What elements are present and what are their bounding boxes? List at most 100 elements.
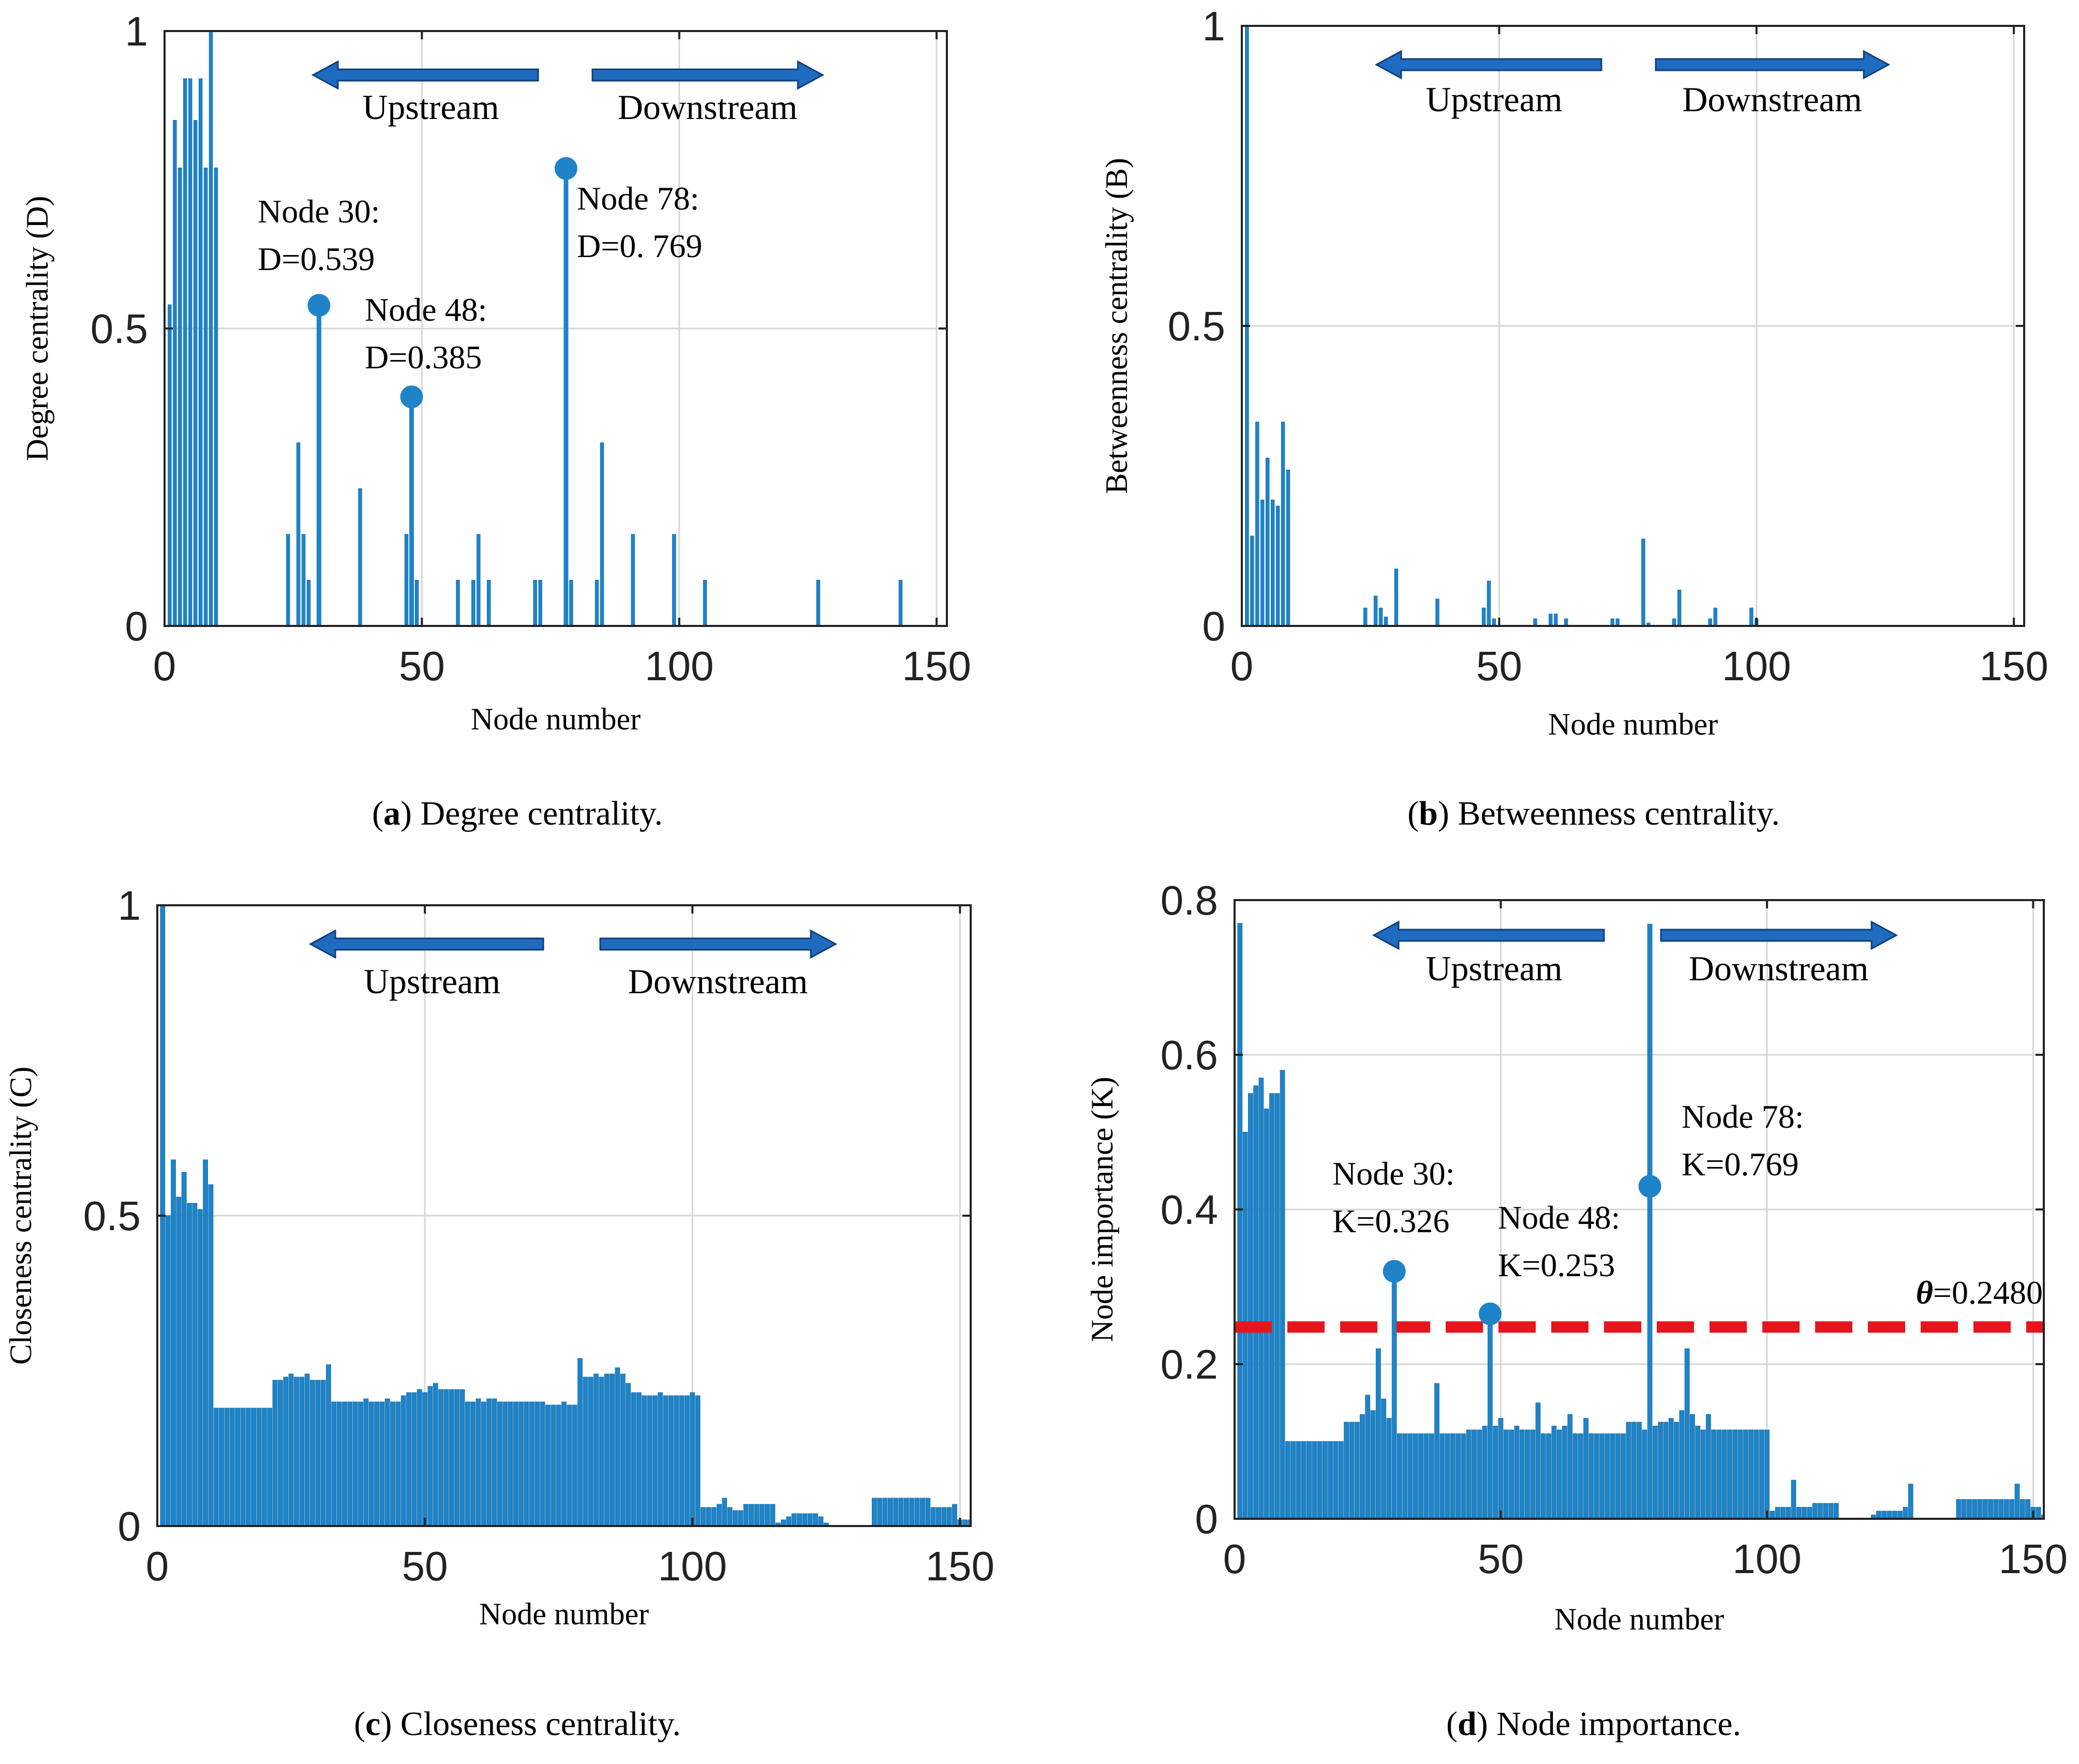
bar xyxy=(320,1380,326,1526)
bar xyxy=(283,1377,289,1526)
bar xyxy=(1684,1348,1690,1519)
downstream-label: Downstream xyxy=(1689,949,1868,988)
x-tick-label: 50 xyxy=(1476,643,1522,689)
bar xyxy=(198,78,203,626)
bar xyxy=(711,1507,717,1526)
bar xyxy=(770,1504,776,1526)
bar xyxy=(930,1507,936,1526)
bar xyxy=(1394,569,1399,626)
bar xyxy=(1663,1422,1669,1519)
bar xyxy=(342,1401,347,1526)
bar xyxy=(1386,1418,1392,1519)
bar xyxy=(1274,1093,1280,1519)
caption-a-text: Degree centrality. xyxy=(420,795,663,832)
bar xyxy=(2014,1484,2020,1519)
bar xyxy=(1605,1433,1610,1519)
bar xyxy=(304,1373,310,1526)
bar xyxy=(267,1408,273,1526)
bar xyxy=(1908,1484,1913,1519)
bar xyxy=(1354,1422,1360,1519)
bar xyxy=(277,1380,283,1526)
bar xyxy=(791,1513,797,1526)
bar xyxy=(374,1401,379,1526)
annotation-value: D=0. 769 xyxy=(577,228,702,264)
bar xyxy=(176,1197,182,1526)
bar xyxy=(2004,1499,2009,1519)
bar xyxy=(456,579,460,626)
bar xyxy=(1572,1433,1578,1519)
bar xyxy=(1328,1441,1333,1519)
bar xyxy=(427,1386,433,1526)
bar xyxy=(920,1498,925,1526)
bar xyxy=(347,1401,353,1526)
bar xyxy=(352,1401,358,1526)
bar xyxy=(1373,595,1378,626)
caption-d-letter: d xyxy=(1457,1705,1477,1743)
bar xyxy=(802,1513,808,1526)
upstream-arrow xyxy=(1374,50,1602,80)
bar xyxy=(1323,1441,1328,1519)
bar xyxy=(816,579,821,626)
bar xyxy=(533,579,537,626)
bar xyxy=(1812,1503,1818,1519)
bar xyxy=(551,1404,556,1526)
bar xyxy=(193,120,198,626)
bar xyxy=(626,1383,631,1526)
bar xyxy=(1732,1429,1738,1519)
bar xyxy=(1450,1433,1456,1519)
bar xyxy=(909,1498,915,1526)
bar xyxy=(229,1408,235,1526)
upstream-arrow xyxy=(1372,920,1605,950)
bar xyxy=(727,1507,733,1526)
bar xyxy=(1881,1511,1887,1519)
y-axis-label: Degree centrality (D) xyxy=(20,196,54,461)
bar xyxy=(1823,1503,1829,1519)
bar xyxy=(183,78,187,626)
bar xyxy=(1677,589,1682,626)
bar xyxy=(171,1159,176,1526)
bar xyxy=(567,1404,572,1526)
bar xyxy=(1807,1507,1813,1519)
bar xyxy=(695,1395,701,1526)
y-axis-label: Closeness centrality (C) xyxy=(4,1067,38,1365)
downstream-arrow xyxy=(1660,920,1898,950)
bar xyxy=(946,1507,952,1526)
bar xyxy=(1264,1109,1269,1519)
bar xyxy=(1982,1499,1988,1519)
bar xyxy=(700,1507,706,1526)
stem-marker xyxy=(1383,1260,1406,1283)
bar xyxy=(1961,1499,1967,1519)
bar xyxy=(188,78,192,626)
bar xyxy=(690,1392,695,1526)
bar xyxy=(1679,1410,1685,1519)
x-axis-label: Node number xyxy=(1548,707,1718,741)
y-tick-label: 1 xyxy=(1202,3,1226,49)
bar xyxy=(1780,1507,1786,1519)
bar xyxy=(358,1401,363,1526)
bar xyxy=(733,1510,738,1526)
bar xyxy=(1275,505,1280,626)
annotation-value: K=0.253 xyxy=(1498,1247,1615,1283)
x-tick-label: 100 xyxy=(645,643,714,689)
bar xyxy=(1631,1422,1637,1519)
bar xyxy=(1482,1426,1488,1519)
bar xyxy=(208,1184,214,1526)
bar xyxy=(459,1389,465,1526)
bar xyxy=(1833,1503,1839,1519)
x-tick-label: 150 xyxy=(1999,1536,2068,1582)
bar xyxy=(1509,1429,1514,1519)
x-tick-label: 50 xyxy=(399,643,445,689)
chart-panel-a: Node 30: D=0.539 Node 48: D=0.385 Node 78: D=… xyxy=(20,8,971,736)
bar xyxy=(1493,1426,1498,1519)
bar xyxy=(1525,1429,1530,1519)
bar xyxy=(235,1408,241,1526)
x-tick-label: 50 xyxy=(402,1543,448,1589)
bar xyxy=(775,1522,781,1526)
bar xyxy=(738,1510,744,1526)
bar xyxy=(545,1404,551,1526)
bar xyxy=(679,1395,685,1526)
bar xyxy=(925,1498,931,1526)
upstream-arrow xyxy=(311,60,539,90)
bar xyxy=(518,1401,524,1526)
